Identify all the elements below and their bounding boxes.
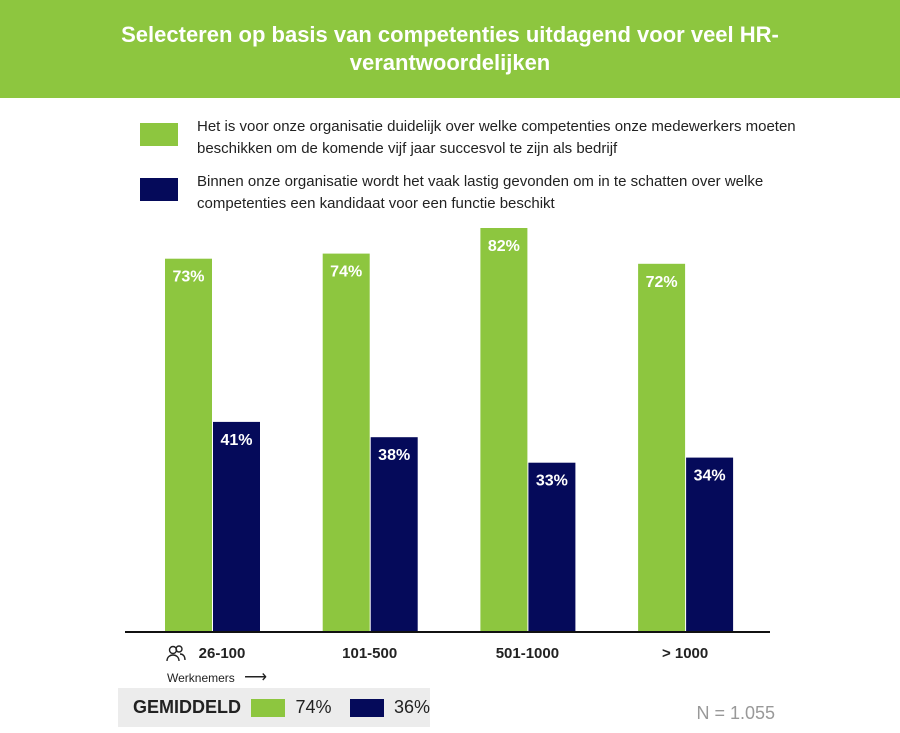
- legend-swatch: [140, 123, 178, 146]
- people-icon: [166, 645, 186, 662]
- data-label: 74%: [330, 264, 362, 281]
- average-swatch-navy: [349, 698, 384, 717]
- average-box: GEMIDDELD 74% 36%: [118, 688, 430, 727]
- bar: [686, 457, 734, 631]
- category-label: 26-100: [198, 645, 246, 662]
- sample-size: N = 1.055: [696, 703, 775, 723]
- average-label: GEMIDDELD: [133, 697, 241, 717]
- header: Selecteren op basis van competenties uit…: [0, 0, 900, 98]
- data-label: 73%: [172, 269, 204, 286]
- bar: [165, 258, 212, 631]
- data-label: 34%: [694, 468, 726, 485]
- arrow-right-icon: ⟶: [244, 669, 268, 686]
- legend-label: Het is voor onze organisatie duidelijk o…: [197, 118, 796, 157]
- bar: [322, 253, 370, 631]
- bar: [638, 263, 686, 631]
- category-label: 101-500: [342, 645, 398, 662]
- legend-item-green: Het is voor onze organisatie duidelijk o…: [140, 116, 817, 160]
- average-green: 74%: [295, 697, 332, 717]
- legend-label: Binnen onze organisatie wordt het vaak l…: [197, 173, 764, 212]
- average-swatch-green: [251, 698, 286, 717]
- chart-title: Selecteren op basis van competenties uit…: [121, 22, 779, 75]
- data-label: 41%: [220, 432, 252, 449]
- bar: [528, 462, 576, 631]
- category-label: 501-1000: [495, 645, 560, 662]
- legend-swatch: [140, 178, 178, 201]
- average-navy: 36%: [393, 697, 430, 717]
- bar: [370, 437, 418, 631]
- data-label: 72%: [646, 274, 678, 291]
- data-label: 38%: [378, 447, 410, 464]
- x-axis-label: Werknemers ⟶: [167, 669, 268, 686]
- category-label: > 1000: [661, 645, 709, 662]
- data-label: 33%: [536, 473, 568, 490]
- legend-item-navy: Binnen onze organisatie wordt het vaak l…: [140, 171, 817, 215]
- bar: [213, 421, 260, 631]
- data-label: 82%: [488, 238, 520, 255]
- bar: [480, 228, 528, 631]
